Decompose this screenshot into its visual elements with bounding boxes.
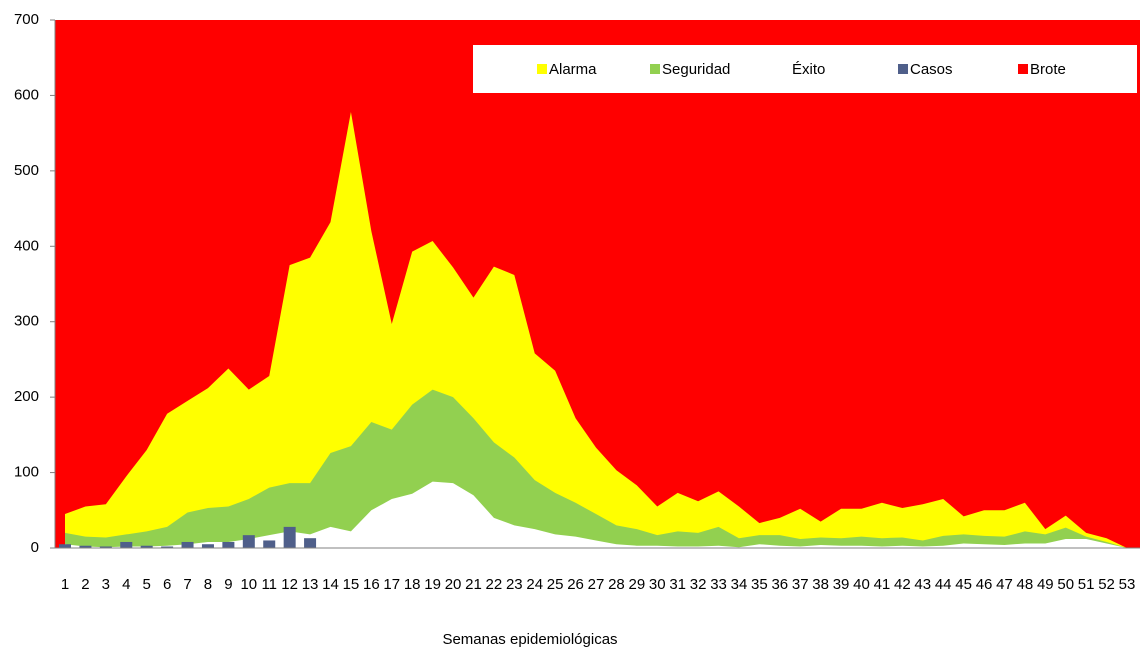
legend-swatch (1018, 64, 1028, 74)
bar (222, 541, 235, 548)
x-axis-title: Semanas epidemiológicas (442, 631, 617, 648)
legend-label: Casos (910, 61, 953, 78)
x-tick-label: 51 (1078, 576, 1095, 593)
legend-label: Alarma (549, 61, 597, 78)
x-tick-label: 22 (486, 576, 503, 593)
x-tick-label: 34 (731, 576, 748, 593)
x-tick-label: 27 (588, 576, 605, 593)
x-tick-label: 29 (629, 576, 646, 593)
x-tick-label: 38 (812, 576, 829, 593)
legend-label: Éxito (792, 61, 825, 78)
x-tick-label: 36 (771, 576, 788, 593)
x-tick-label: 5 (143, 576, 151, 593)
bar (263, 540, 276, 548)
x-tick-label: 7 (183, 576, 191, 593)
x-tick-label: 33 (710, 576, 727, 593)
x-tick-label: 3 (102, 576, 110, 593)
x-tick-label: 15 (343, 576, 360, 593)
x-tick-label: 30 (649, 576, 666, 593)
y-tick-label: 300 (14, 313, 39, 330)
y-tick-label: 100 (14, 464, 39, 481)
x-tick-label: 8 (204, 576, 212, 593)
x-tick-label: 11 (261, 576, 277, 593)
x-tick-label: 46 (976, 576, 993, 593)
x-tick-label: 25 (547, 576, 564, 593)
x-tick-label: 18 (404, 576, 421, 593)
x-tick-label: 53 (1119, 576, 1136, 593)
x-tick-label: 16 (363, 576, 380, 593)
x-tick-label: 45 (955, 576, 972, 593)
x-tick-label: 17 (383, 576, 400, 593)
area (65, 112, 1127, 548)
x-tick-label: 43 (914, 576, 931, 593)
x-tick-label: 4 (122, 576, 130, 593)
x-tick-label: 24 (526, 576, 543, 593)
bar (140, 545, 153, 548)
bar (181, 541, 194, 548)
x-tick-label: 10 (240, 576, 257, 593)
x-tick-label: 49 (1037, 576, 1054, 593)
x-tick-label: 14 (322, 576, 339, 593)
x-tick-label: 48 (1017, 576, 1034, 593)
area (65, 481, 1127, 548)
x-tick-label: 44 (935, 576, 952, 593)
x-tick-label: 42 (894, 576, 911, 593)
x-tick-label: 41 (874, 576, 891, 593)
x-tick-label: 39 (833, 576, 850, 593)
y-tick-label: 0 (31, 539, 39, 556)
y-tick-label: 500 (14, 162, 39, 179)
bar (99, 546, 112, 548)
y-tick-label: 600 (14, 86, 39, 103)
x-tick-label: 12 (281, 576, 298, 593)
legend-label: Brote (1030, 61, 1066, 78)
x-tick-label: 50 (1057, 576, 1074, 593)
bar (79, 545, 92, 548)
x-tick-label: 28 (608, 576, 625, 593)
legend-label: Seguridad (662, 61, 730, 78)
x-tick-label: 26 (567, 576, 584, 593)
bar (161, 546, 174, 548)
bar (59, 544, 71, 548)
x-tick-label: 35 (751, 576, 768, 593)
area (65, 389, 1127, 548)
x-tick-label: 9 (224, 576, 232, 593)
x-tick-label: 19 (424, 576, 441, 593)
y-tick-label: 400 (14, 237, 39, 254)
legend-swatch (898, 64, 908, 74)
x-tick-label: 21 (465, 576, 482, 593)
x-tick-label: 1 (61, 576, 69, 593)
x-tick-label: 13 (302, 576, 319, 593)
legend-swatch (537, 64, 547, 74)
y-tick-label: 700 (14, 11, 39, 28)
x-tick-label: 31 (669, 576, 686, 593)
bar (201, 544, 214, 548)
bar (242, 535, 255, 548)
x-tick-label: 37 (792, 576, 809, 593)
x-tick-label: 23 (506, 576, 523, 593)
bar (304, 538, 317, 548)
x-tick-label: 52 (1098, 576, 1115, 593)
x-tick-label: 2 (81, 576, 89, 593)
x-tick-label: 32 (690, 576, 707, 593)
x-tick-label: 6 (163, 576, 171, 593)
x-tick-label: 40 (853, 576, 870, 593)
legend-swatch (650, 64, 660, 74)
bar (120, 541, 133, 548)
legend-swatch (780, 64, 790, 74)
y-tick-label: 200 (14, 388, 39, 405)
bar (283, 526, 296, 548)
x-tick-label: 20 (445, 576, 462, 593)
x-tick-label: 47 (996, 576, 1013, 593)
